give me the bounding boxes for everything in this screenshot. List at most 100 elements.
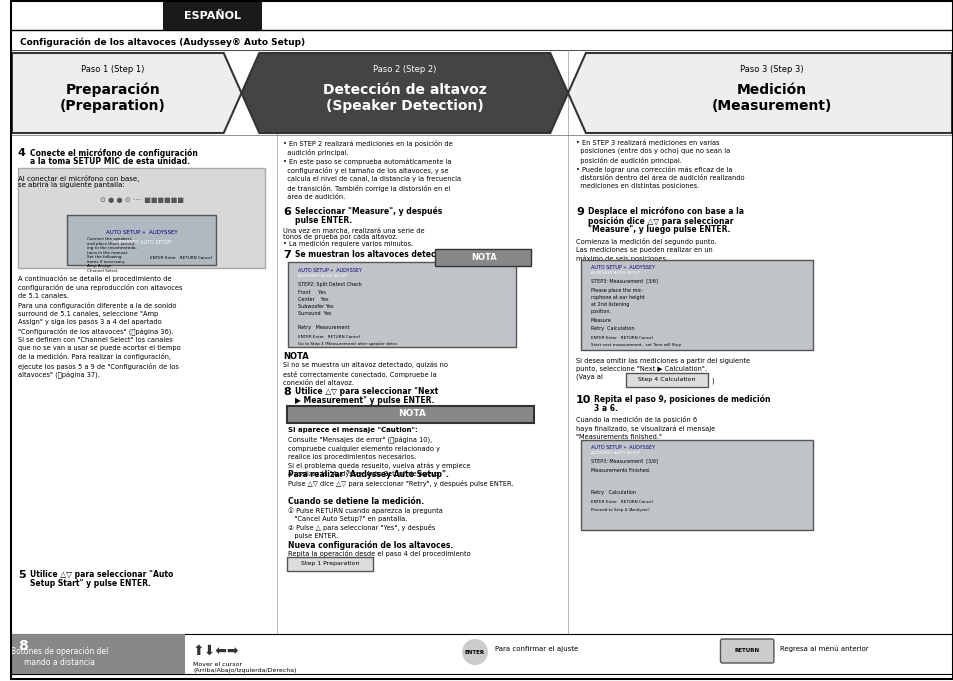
Text: Start next measurement - set Tone will Stop: Start next measurement - set Tone will S… [590,343,680,347]
Text: Cuando se detiene la medición.: Cuando se detiene la medición. [288,497,424,506]
Text: AUDYSSEY AUTO SETUP: AUDYSSEY AUTO SETUP [590,271,639,275]
FancyBboxPatch shape [68,215,215,265]
FancyBboxPatch shape [720,639,773,663]
Text: Repita la operación desde el paso 4 del procedimiento: Repita la operación desde el paso 4 del … [288,550,470,557]
Text: Comienza la medición del segundo punto.
Las mediciones se pueden realizar en un
: Comienza la medición del segundo punto. … [576,238,716,262]
Text: 8: 8 [18,639,28,653]
Text: ⊙ ● ● ⊙ ···· ■■■■■■: ⊙ ● ● ⊙ ···· ■■■■■■ [99,197,183,203]
Text: Al conectar el micrófono con base,: Al conectar el micrófono con base, [18,175,139,182]
Text: A continuación se detalla el procedimiento de
configuración de una reproducción : A continuación se detalla el procedimien… [18,275,182,379]
Text: Botones de operación del
mando a distancia: Botones de operación del mando a distanc… [10,647,108,667]
Text: AUTO SETUP »  AUDYSSEY: AUTO SETUP » AUDYSSEY [590,445,654,450]
Text: NOTA: NOTA [471,253,497,262]
FancyBboxPatch shape [163,2,262,30]
Text: Regresa al menú anterior: Regresa al menú anterior [779,646,867,652]
Text: ENTER Enter   RETURN Cancel: ENTER Enter RETURN Cancel [297,335,359,339]
Text: Detección de altavoz
(Speaker Detection): Detección de altavoz (Speaker Detection) [322,83,486,113]
Text: ▶ Measurement" y pulse ENTER.: ▶ Measurement" y pulse ENTER. [294,396,434,405]
Polygon shape [567,53,951,133]
Text: Retry  Calculation: Retry Calculation [590,326,634,331]
Text: Se muestran los altavoces detectados.: Se muestran los altavoces detectados. [294,250,462,259]
Text: Measure: Measure [590,318,611,323]
Text: ① Pulse RETURN cuando aparezca la pregunta
   "Cancel Auto Setup?" en pantalla.
: ① Pulse RETURN cuando aparezca la pregun… [288,507,442,539]
Text: Para realizar "Audyssey Auto Setup".: Para realizar "Audyssey Auto Setup". [288,470,449,479]
Text: • En STEP 3 realizará mediciones en varias
  posiciones (entre dos y ocho) que n: • En STEP 3 realizará mediciones en vari… [576,140,744,189]
Text: ⬆⬇⬅➡: ⬆⬇⬅➡ [193,644,239,658]
Text: ENTER Enter   RETURN Cancel: ENTER Enter RETURN Cancel [590,500,652,504]
Text: pulse ENTER.: pulse ENTER. [294,216,352,225]
Text: Paso 2 (Step 2): Paso 2 (Step 2) [373,65,436,74]
Text: Front     Yes
Center    Yes
Subwoofer Yes
Surround  Yes: Front Yes Center Yes Subwoofer Yes Surro… [297,290,334,316]
FancyBboxPatch shape [11,634,185,674]
Text: Setup Start" y pulse ENTER.: Setup Start" y pulse ENTER. [30,579,151,588]
Text: Please place the mic-
rophone at ear height
at 2nd listening
position.: Please place the mic- rophone at ear hei… [590,288,644,314]
FancyBboxPatch shape [287,406,534,423]
Text: ENTER Enter   RETURN Cancel: ENTER Enter RETURN Cancel [151,256,212,260]
Text: 8: 8 [283,387,291,397]
Text: Go to Step 3 (Measurement) after speaker detec: Go to Step 3 (Measurement) after speaker… [297,342,397,346]
Text: AUDYSSEY AUTO SETUP: AUDYSSEY AUTO SETUP [297,274,347,278]
Text: • La medición requiere varios minutos.: • La medición requiere varios minutos. [283,240,413,247]
Text: NOTA: NOTA [283,352,309,361]
Text: 10: 10 [576,395,591,405]
Text: ESPAÑOL: ESPAÑOL [184,11,241,21]
FancyBboxPatch shape [435,249,531,266]
Polygon shape [241,53,567,133]
Text: Una vez en marcha, realizará una serie de: Una vez en marcha, realizará una serie d… [283,228,424,234]
Text: Preparación
(Preparation): Preparación (Preparation) [60,82,166,113]
Text: posición dice △▽ para seleccionar: posición dice △▽ para seleccionar [587,216,733,225]
FancyBboxPatch shape [580,260,813,350]
Text: ENTER: ENTER [464,650,484,654]
Text: Paso 3 (Step 3): Paso 3 (Step 3) [739,65,802,74]
FancyBboxPatch shape [287,557,373,571]
Text: Conecte el micrófono de configuración: Conecte el micrófono de configuración [30,148,197,157]
Text: Paso 1 (Step 1): Paso 1 (Step 1) [81,65,145,74]
Text: 5: 5 [18,570,26,580]
Text: Consulte "Mensajes de error" (página 10),
compruebe cualquier elemento relacion: Consulte "Mensajes de error" (página 10… [288,437,470,477]
Text: Nueva configuración de los altavoces.: Nueva configuración de los altavoces. [288,540,453,550]
Text: AUDYSSEY AUTO SETUP: AUDYSSEY AUTO SETUP [112,240,171,244]
Text: NOTA: NOTA [397,409,425,419]
Text: Measurements Finished.: Measurements Finished. [590,468,650,473]
Text: ENTER Enter   RETURN Cancel: ENTER Enter RETURN Cancel [590,336,652,340]
Text: Si no se muestra un altavoz detectado, quizás no
esté correctamente conectado. C: Si no se muestra un altavoz detectado, q… [283,362,448,386]
Text: Si desea omitir las mediciones a partir del siguiente
punto, seleccione "Next ▶ : Si desea omitir las mediciones a partir … [576,358,749,381]
Text: Configuración de los altavoces (Audyssey® Auto Setup): Configuración de los altavoces (Audyssey… [20,37,305,47]
Text: AUDYSSEY AUTO SETUP: AUDYSSEY AUTO SETUP [590,451,639,455]
Text: AUTO SETUP »  AUDYSSEY: AUTO SETUP » AUDYSSEY [590,265,654,270]
Text: AUTO SETUP »  AUDYSSEY: AUTO SETUP » AUDYSSEY [297,268,361,273]
Text: ): ) [711,377,714,383]
FancyBboxPatch shape [288,262,515,347]
FancyBboxPatch shape [626,373,707,387]
Text: Proceed to Step 4 (Analyzer): Proceed to Step 4 (Analyzer) [590,508,649,512]
Text: Step 1 Preparation: Step 1 Preparation [301,562,359,567]
Text: • En STEP 2 realizará mediciones en la posición de
  audición principal.
• En es: • En STEP 2 realizará mediciones en la p… [283,140,460,200]
Text: Para confirmar el ajuste: Para confirmar el ajuste [495,646,578,652]
Text: 7: 7 [283,250,291,260]
Text: Step 4 Calculation: Step 4 Calculation [638,377,695,383]
Text: STEP3: Measurement  [3/6]: STEP3: Measurement [3/6] [590,278,657,283]
Text: a la toma SETUP MIC de esta unidad.: a la toma SETUP MIC de esta unidad. [30,157,190,166]
Polygon shape [11,53,241,133]
Text: 6: 6 [283,207,291,217]
Text: 3 a 6.: 3 a 6. [593,404,617,413]
Text: Retry   Calculation: Retry Calculation [590,490,635,495]
Text: Retry   Measurement: Retry Measurement [297,325,349,330]
Text: Utilice △▽ para seleccionar "Next: Utilice △▽ para seleccionar "Next [294,387,437,396]
Text: STEP3: Measurement  [3/6]: STEP3: Measurement [3/6] [590,458,657,463]
Text: Repita el paso 9, posiciones de medición: Repita el paso 9, posiciones de medición [593,395,769,405]
Text: Desplace el micrófono con base a la: Desplace el micrófono con base a la [587,207,743,217]
Text: Si aparece el mensaje "Caution":: Si aparece el mensaje "Caution": [288,427,417,433]
Text: Medición
(Measurement): Medición (Measurement) [711,83,831,113]
Text: Seleccionar "Measure", y después: Seleccionar "Measure", y después [294,207,442,217]
Text: se abrirá la siguiente pantalla:: se abrirá la siguiente pantalla: [18,181,125,187]
Text: "Measure", y luego pulse ENTER.: "Measure", y luego pulse ENTER. [587,225,730,234]
FancyBboxPatch shape [18,168,265,268]
Circle shape [462,640,486,664]
Text: Cuando la medición de la posición 6
haya finalizado, se visualizará el mensaje
": Cuando la medición de la posición 6 haya… [576,416,715,440]
Text: Pulse △▽ dice △▽ para seleccionar "Retry", y después pulse ENTER.: Pulse △▽ dice △▽ para seleccionar "Retry… [288,480,513,487]
Text: Mover el cursor
(Arriba/Abajo/Izquierda/Derecha): Mover el cursor (Arriba/Abajo/Izquierda/… [193,662,296,673]
Text: RETURN: RETURN [734,648,759,654]
Text: Connect the speakers
and place them accord-
ing to the recommenda-
tions in the : Connect the speakers and place them acco… [87,237,137,273]
Text: Utilice △▽ para seleccionar "Auto: Utilice △▽ para seleccionar "Auto [30,570,172,579]
